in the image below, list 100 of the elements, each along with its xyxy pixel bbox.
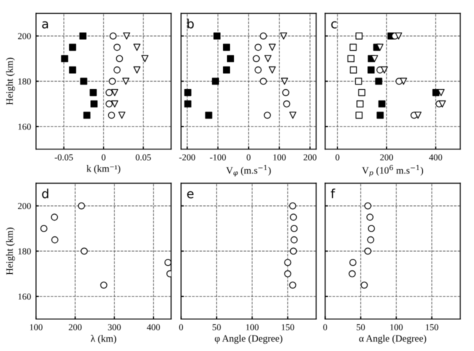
x-tick-label: 50 [212, 324, 221, 330]
point [111, 100, 118, 108]
point [348, 270, 356, 278]
point [80, 248, 88, 255]
x-tick-label: 0 [323, 324, 328, 330]
point [289, 202, 296, 210]
x-tick-label: 0 [102, 154, 106, 160]
point [222, 44, 230, 51]
point [108, 78, 116, 85]
point [264, 112, 271, 119]
point [78, 202, 85, 210]
point [358, 89, 366, 96]
y-tick-label: 200 [18, 33, 31, 40]
point [289, 282, 296, 289]
x-tick-label: 400 [146, 324, 160, 330]
point [367, 236, 374, 244]
point [290, 224, 298, 232]
point [213, 32, 221, 40]
point [355, 78, 362, 85]
point [83, 112, 90, 119]
x-axis-title: k (km⁻¹) [86, 165, 120, 174]
point [51, 236, 58, 244]
point [290, 248, 297, 255]
y-tick-label: 160 [18, 124, 31, 130]
point [395, 32, 402, 40]
x-tick-label: 200 [380, 154, 393, 160]
x-tick-label: 100 [390, 324, 403, 330]
point [133, 66, 140, 74]
point [432, 89, 440, 96]
point [364, 202, 372, 210]
y-tick-label: 180 [18, 78, 31, 84]
x-tick-label: 400 [429, 154, 442, 160]
x-tick-label: -0.05 [54, 154, 73, 160]
point [252, 55, 260, 62]
point [268, 66, 276, 74]
x-tick-label: 150 [426, 324, 438, 330]
point [356, 100, 364, 108]
annotation: f [330, 188, 336, 198]
x-tick-label: 200 [68, 324, 82, 330]
point [350, 66, 357, 74]
point [116, 55, 123, 62]
annotation: a [42, 21, 48, 28]
x-tick-label: 0 [246, 154, 251, 160]
point [69, 44, 76, 51]
point [106, 100, 113, 108]
y-axis-title: Height (km) [6, 58, 15, 105]
point [50, 214, 58, 221]
point [80, 78, 88, 85]
annotation: b [188, 18, 194, 28]
annotation: d [42, 188, 48, 198]
point [205, 112, 212, 119]
annotation: e [187, 191, 194, 198]
x-tick-label: 300 [108, 324, 121, 330]
point [69, 66, 76, 74]
point [100, 282, 108, 289]
point [376, 44, 384, 51]
point [281, 78, 288, 85]
point [40, 224, 48, 232]
point [212, 78, 219, 85]
point [184, 89, 192, 96]
point [366, 214, 374, 221]
point [438, 89, 445, 96]
x-tick-label: 0 [179, 324, 183, 330]
point [290, 214, 297, 221]
point [284, 258, 292, 266]
point [110, 32, 117, 40]
point [290, 236, 298, 244]
point [79, 32, 86, 40]
point [280, 32, 288, 40]
point [108, 112, 116, 119]
point [90, 100, 98, 108]
point [350, 44, 357, 51]
x-tick-label: 100 [273, 154, 286, 160]
x-axis-title: V$_{p}$ (10$^{6}$ m.s$^{−1}$) [362, 165, 424, 177]
point [380, 66, 388, 74]
x-tick-label: 200 [304, 154, 316, 160]
x-tick-label: 100 [30, 324, 42, 330]
y-axis-title: Height (km) [6, 228, 15, 275]
point [264, 55, 272, 62]
point [400, 78, 408, 85]
point [260, 78, 267, 85]
x-tick-label: 150 [282, 324, 294, 330]
point [118, 112, 126, 119]
point [222, 66, 230, 74]
point [122, 78, 130, 85]
point [106, 89, 113, 96]
point [164, 258, 172, 266]
point [268, 44, 276, 51]
point [141, 55, 148, 62]
point [360, 282, 368, 289]
point [123, 32, 130, 40]
point [254, 44, 262, 51]
point [184, 100, 192, 108]
annotation: c [331, 21, 337, 28]
point [289, 112, 296, 119]
point [378, 100, 386, 108]
x-axis-title: V$_{φ}$ (m.s$^{−1}$) [226, 165, 271, 177]
point [356, 32, 363, 40]
point [347, 55, 354, 62]
point [371, 55, 378, 62]
